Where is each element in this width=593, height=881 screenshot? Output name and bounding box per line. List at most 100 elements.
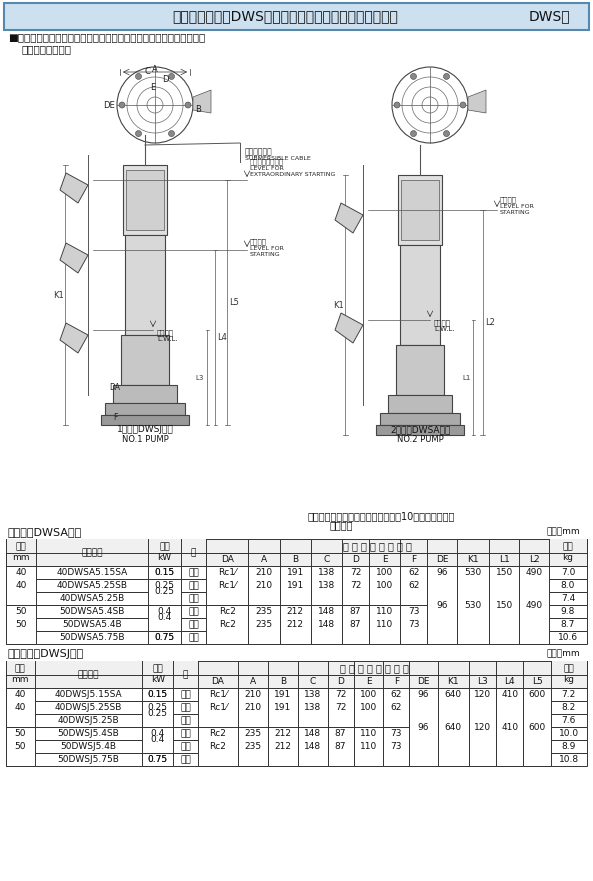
- Text: 138: 138: [318, 581, 335, 590]
- Text: 87: 87: [335, 742, 346, 751]
- Bar: [101, 415, 189, 425]
- Bar: [6, 579, 587, 592]
- Text: 96: 96: [418, 722, 429, 731]
- Text: 490: 490: [525, 568, 543, 577]
- Text: 50DWSJ5.75B: 50DWSJ5.75B: [58, 755, 119, 764]
- Text: 0.4: 0.4: [151, 736, 165, 744]
- Text: 始動水位: 始動水位: [250, 239, 267, 245]
- Bar: [384, 727, 409, 766]
- Text: 出力
kW: 出力 kW: [151, 665, 165, 685]
- Bar: [142, 661, 173, 688]
- Polygon shape: [60, 323, 88, 353]
- Text: 148: 148: [318, 607, 335, 616]
- Text: NO.2 PUMP: NO.2 PUMP: [397, 435, 444, 445]
- Text: B: B: [195, 106, 201, 115]
- Text: K1: K1: [53, 291, 63, 300]
- Text: 120: 120: [474, 690, 491, 699]
- Text: L4: L4: [505, 677, 515, 686]
- Text: LEVEL FOR: LEVEL FOR: [250, 246, 284, 250]
- Text: 410: 410: [501, 722, 518, 731]
- Text: 40: 40: [15, 703, 26, 712]
- Circle shape: [168, 130, 174, 137]
- Text: 72: 72: [350, 568, 361, 577]
- Bar: [398, 175, 442, 245]
- Text: 96: 96: [436, 568, 448, 577]
- Text: 50: 50: [14, 729, 26, 738]
- Text: 96: 96: [436, 601, 448, 610]
- Text: 50DWSJ5.4B: 50DWSJ5.4B: [60, 742, 116, 751]
- Text: 三相: 三相: [188, 620, 199, 629]
- Text: 600: 600: [528, 722, 546, 731]
- Text: L5: L5: [229, 298, 239, 307]
- Text: 73: 73: [408, 620, 419, 629]
- Text: DE: DE: [103, 100, 115, 109]
- Text: STARTING: STARTING: [500, 210, 531, 214]
- Circle shape: [135, 73, 142, 79]
- Bar: [6, 539, 587, 553]
- Bar: [123, 165, 167, 235]
- Text: D: D: [352, 555, 359, 564]
- Text: 質量
kg: 質量 kg: [563, 665, 575, 685]
- Text: 640: 640: [445, 722, 462, 731]
- Text: 40DWSA5.25B: 40DWSA5.25B: [59, 594, 125, 603]
- Text: K1: K1: [448, 677, 459, 686]
- Bar: [148, 631, 181, 644]
- Text: 始動水位: 始動水位: [500, 196, 517, 204]
- Bar: [549, 539, 587, 566]
- Text: ■外形寸法図　計画・実施に際しては納入仕様書をご請求ください。: ■外形寸法図 計画・実施に際しては納入仕様書をご請求ください。: [8, 32, 205, 42]
- Text: Rc1⁄: Rc1⁄: [218, 581, 237, 590]
- Text: Rc2: Rc2: [219, 607, 236, 616]
- Text: 212: 212: [286, 620, 304, 629]
- Bar: [6, 605, 36, 644]
- Text: 8.2: 8.2: [562, 703, 576, 712]
- Text: 138: 138: [304, 690, 321, 699]
- Circle shape: [444, 130, 449, 137]
- Text: 50: 50: [15, 607, 27, 616]
- Text: ポ ン プ 及 び 電 動 機: ポ ン プ 及 び 電 動 機: [340, 663, 409, 673]
- Text: L3: L3: [196, 374, 204, 381]
- Text: 0.4: 0.4: [157, 613, 171, 623]
- Text: 自動互形（DWSJ型）: 自動互形（DWSJ型）: [8, 649, 84, 659]
- Text: 120: 120: [474, 722, 491, 731]
- Text: 191: 191: [274, 703, 292, 712]
- Bar: [34, 661, 142, 688]
- Bar: [6, 740, 587, 753]
- Bar: [353, 688, 384, 727]
- Text: 三相: 三相: [188, 633, 199, 642]
- Bar: [6, 727, 587, 740]
- Text: 191: 191: [274, 690, 292, 699]
- Text: 410: 410: [501, 690, 518, 699]
- Text: K1: K1: [333, 300, 343, 309]
- Bar: [469, 688, 496, 766]
- Text: D: D: [162, 75, 168, 84]
- Text: 自動形（DWSA型）: 自動形（DWSA型）: [8, 527, 82, 537]
- Text: 三相: 三相: [188, 594, 199, 603]
- Text: C: C: [323, 555, 330, 564]
- Text: A: A: [152, 64, 158, 73]
- Text: 50DWSA5.4B: 50DWSA5.4B: [62, 620, 122, 629]
- Text: D: D: [337, 677, 344, 686]
- Text: 50DWSA5.4SB: 50DWSA5.4SB: [59, 607, 125, 616]
- Bar: [388, 395, 452, 413]
- Text: 注）停止水位での連続運転時間は、10分以内にしてく: 注）停止水位での連続運転時間は、10分以内にしてく: [308, 511, 455, 521]
- Text: 191: 191: [286, 568, 304, 577]
- Bar: [248, 605, 279, 644]
- Text: 機　　名: 機 名: [78, 670, 99, 679]
- Bar: [6, 661, 34, 688]
- Text: 8.7: 8.7: [561, 620, 575, 629]
- Text: 単相: 単相: [188, 568, 199, 577]
- Text: 50DWSJ5.4SB: 50DWSJ5.4SB: [58, 729, 119, 738]
- Bar: [6, 566, 36, 605]
- Bar: [6, 553, 587, 566]
- Bar: [142, 701, 173, 727]
- Text: 【ダーウィン】DWS型樹脂製汚水・雑排水用水中ポンプ: 【ダーウィン】DWS型樹脂製汚水・雑排水用水中ポンプ: [172, 10, 398, 24]
- Text: 8.0: 8.0: [561, 581, 575, 590]
- Text: 三相: 三相: [180, 716, 191, 725]
- Text: 0.15: 0.15: [154, 568, 174, 577]
- Text: B: B: [280, 677, 286, 686]
- Text: 235: 235: [244, 742, 262, 751]
- Text: 10.6: 10.6: [558, 633, 578, 642]
- Text: F: F: [394, 677, 399, 686]
- Bar: [496, 688, 524, 766]
- Text: 100: 100: [376, 581, 393, 590]
